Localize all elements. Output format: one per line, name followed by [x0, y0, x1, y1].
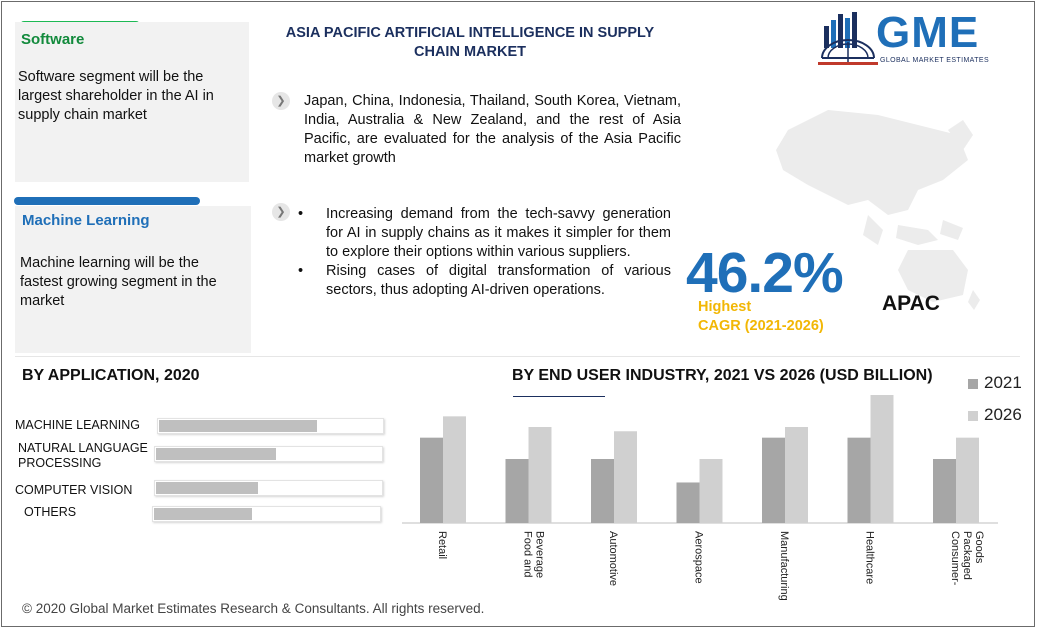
application-label: MACHINE LEARNING	[15, 418, 141, 432]
copyright-footer: © 2020 Global Market Estimates Research …	[22, 601, 485, 616]
application-bar-track	[157, 418, 384, 434]
driver-item: Rising cases of digital transformation o…	[290, 262, 671, 300]
category-label: Aerospace	[693, 531, 705, 584]
category-label: Automotive	[607, 531, 619, 586]
application-bar-track	[152, 506, 381, 522]
legend-label-2021: 2021	[984, 373, 1022, 392]
bar-2026	[614, 431, 637, 523]
apac-map-icon	[776, 110, 980, 310]
legend-swatch-2026	[968, 411, 978, 421]
driver-item: Increasing demand from the tech-savvy ge…	[290, 205, 671, 262]
ml-card-accent	[14, 197, 200, 205]
bar-2021	[676, 482, 700, 523]
software-card	[15, 22, 249, 182]
bar-2021	[505, 459, 529, 523]
by-end-user-title: BY END USER INDUSTRY, 2021 VS 2026 (USD …	[512, 367, 933, 384]
application-bar	[154, 508, 252, 520]
bar-2026	[699, 459, 723, 523]
category-label: Retail	[436, 531, 448, 559]
bar-2026	[785, 427, 808, 523]
countries-text: Japan, China, Indonesia, Thailand, South…	[304, 93, 681, 166]
cagr-label-line2: CAGR (2021-2026)	[698, 318, 824, 334]
application-bar	[159, 420, 317, 432]
bar-2026	[956, 437, 979, 523]
application-bar-track	[154, 480, 383, 496]
software-card-text: Software segment will be the largest sha…	[18, 69, 214, 123]
ml-card-title: Machine Learning	[22, 212, 150, 229]
ml-card	[15, 206, 251, 353]
bar-2021	[933, 459, 956, 523]
application-bar	[156, 448, 277, 460]
cagr-value: 46.2%	[686, 241, 844, 305]
category-label: Consumer-PackagedGoods	[949, 531, 985, 586]
gme-logo: GME GLOBAL MARKET ESTIMATES	[818, 8, 1004, 66]
legend-swatch-2021	[968, 379, 978, 389]
chevron-right-icon: ❯	[272, 203, 290, 221]
category-label: Healthcare	[864, 531, 876, 584]
region-label: APAC	[882, 292, 940, 315]
category-label: Food andBeverage	[522, 531, 546, 578]
bar-2026	[528, 427, 552, 523]
page-title: ASIA PACIFIC ARTIFICIAL INTELLIGENCE IN …	[285, 25, 655, 60]
drivers-list: Increasing demand from the tech-savvy ge…	[290, 205, 671, 300]
software-card-title: Software	[21, 31, 85, 48]
cagr-label-line1: Highest	[698, 299, 752, 315]
globe-icon	[818, 12, 878, 65]
title-underline	[513, 396, 605, 397]
end-user-bar-chart: Retail Food andBeverage Automotive Aerospac…	[402, 395, 998, 601]
category-label: Manufacturing	[778, 531, 790, 601]
cagr-label: Highest CAGR (2021-2026)	[698, 298, 824, 336]
bar-2026	[870, 395, 894, 523]
bar-2021	[762, 437, 785, 523]
bar-2021	[591, 459, 614, 523]
application-bar	[156, 482, 259, 494]
application-label: NATURAL LANGUAGE PROCESSING	[18, 441, 148, 470]
bar-2026	[443, 416, 466, 523]
section-divider	[15, 356, 1020, 357]
application-label: COMPUTER VISION	[15, 483, 133, 497]
chevron-right-icon: ❯	[272, 92, 290, 110]
by-application-title: BY APPLICATION, 2020	[22, 367, 200, 384]
application-bar-track	[154, 446, 383, 462]
logo-wordmark: GME	[876, 8, 980, 57]
bar-2021	[847, 437, 871, 523]
application-label: OTHERS	[24, 505, 77, 519]
bar-2021	[420, 437, 443, 523]
legend-label-2026: 2026	[984, 405, 1022, 424]
logo-subtitle: GLOBAL MARKET ESTIMATES	[880, 57, 990, 64]
ml-card-text: Machine learning will be the fastest gro…	[20, 255, 217, 309]
